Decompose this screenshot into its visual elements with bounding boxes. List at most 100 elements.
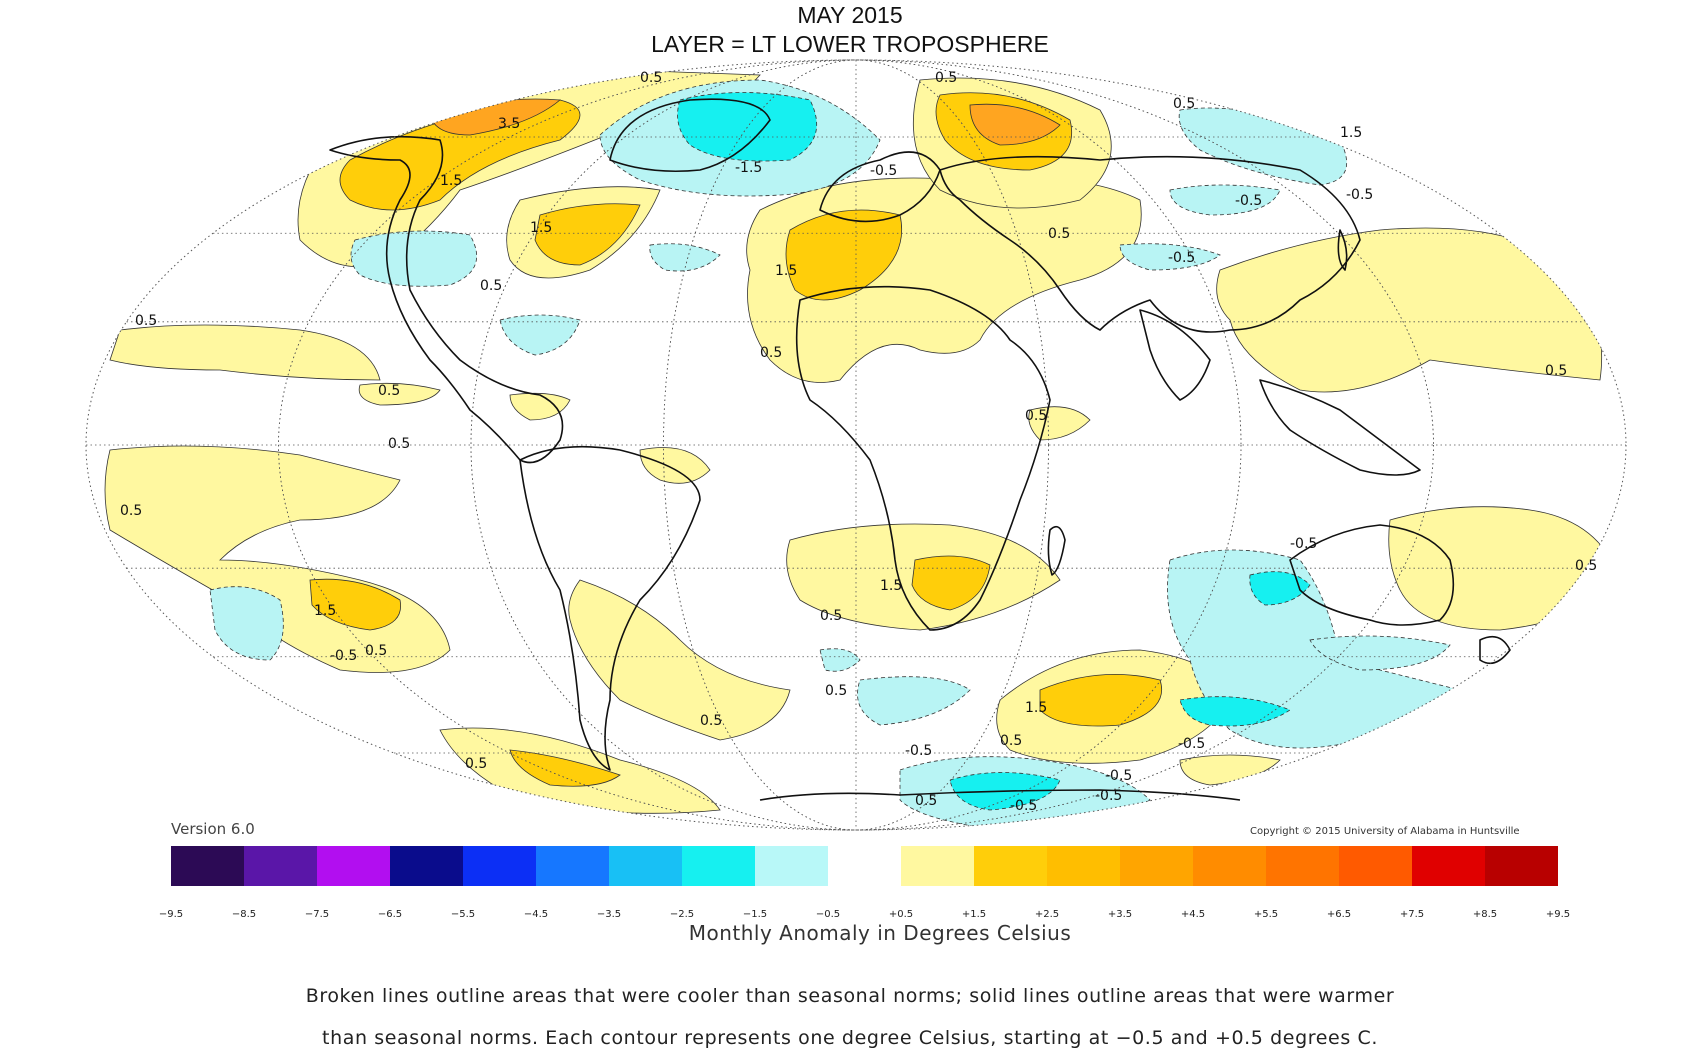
anomaly-map: 0.5 1.5 3.5 -0.5 -1.5 0.5 0.5 -0.5 -0.5 … (85, 59, 1627, 831)
contour-label: -0.5 (1346, 187, 1373, 203)
warm-core-south-africa (911, 555, 991, 611)
legend-tick-label: −5.5 (450, 909, 476, 920)
legend-tick-label: +9.5 (1545, 909, 1571, 920)
contour-label: 0.5 (365, 643, 387, 659)
legend-swatch (171, 846, 244, 886)
cool-region-asia-mid (1119, 243, 1221, 271)
legend-swatch (609, 846, 682, 886)
warm-region-pacific-north (109, 324, 381, 381)
coastlines (329, 98, 1511, 801)
contour-label: -0.5 (1178, 736, 1205, 752)
contour-label: 0.5 (120, 503, 142, 519)
contour-label: 0.5 (935, 70, 957, 86)
coast-greenland (609, 98, 771, 173)
warm-region-brazil (639, 447, 711, 484)
contour-label: 0.5 (378, 383, 400, 399)
legend-tick-label: +6.5 (1326, 909, 1352, 920)
legend-tick-label: −1.5 (742, 909, 768, 920)
contour-label: 1.5 (530, 220, 552, 236)
legend-tick-label: +3.5 (1107, 909, 1133, 920)
legend-swatch (974, 846, 1047, 886)
coast-asia (939, 155, 1361, 333)
coast-africa (795, 285, 1051, 631)
legend-tick-label: −6.5 (377, 909, 403, 920)
contour-label: 0.5 (1575, 558, 1597, 574)
coast-southeast-asia (1259, 379, 1421, 476)
version-label: Version 6.0 (171, 820, 255, 838)
legend-tick-label: −8.5 (231, 909, 257, 920)
legend-swatch (1266, 846, 1339, 886)
warm-region-south-america (568, 579, 791, 741)
contour-label: 1.5 (1025, 700, 1047, 716)
contour-label: -1.5 (735, 160, 762, 176)
legend-swatch (536, 846, 609, 886)
legend-swatch (1485, 846, 1558, 886)
legend-swatch (244, 846, 317, 886)
contour-label: 1.5 (314, 603, 336, 619)
legend-tick-label: −0.5 (815, 909, 841, 920)
contour-label: -0.5 (1168, 250, 1195, 266)
warm-core-south-pacific (509, 749, 621, 787)
legend-tick-label: +8.5 (1472, 909, 1498, 920)
cool-region-pacific-north (350, 230, 478, 287)
cool-core-australia-west (1249, 571, 1311, 606)
contour-label: 0.5 (1048, 226, 1070, 242)
legend-swatch (317, 846, 390, 886)
cool-region-siberia-east (1178, 107, 1348, 186)
warm-core-pacific (309, 578, 402, 631)
warm-region-central-america (509, 392, 571, 421)
legend-swatch (1339, 846, 1412, 886)
contour-label: -0.5 (1010, 798, 1037, 814)
legend-swatch (1412, 846, 1485, 886)
legend-swatch (901, 846, 974, 886)
cool-region-south-pacific-2 (1309, 635, 1451, 671)
graticule (86, 59, 1626, 831)
legend-tick-label: −4.5 (523, 909, 549, 920)
contour-label: -0.5 (1105, 768, 1132, 784)
warm-core-indian (1039, 674, 1162, 727)
legend-swatch (755, 846, 828, 886)
cool-core-greenland (677, 92, 818, 162)
contour-label: 1.5 (880, 578, 902, 594)
cool-region-south-atlantic-2 (857, 676, 971, 726)
legend-swatch (463, 846, 536, 886)
caption-line-1: Broken lines outline areas that were coo… (305, 985, 1395, 1007)
legend-swatch (828, 846, 901, 886)
warm-region-east-africa (1028, 406, 1091, 441)
contour-label: -0.5 (1095, 788, 1122, 804)
contour-label: 0.5 (820, 608, 842, 624)
contour-label: 3.5 (498, 116, 520, 132)
legend-tick-label: +1.5 (961, 909, 987, 920)
warm-region-hawaii (358, 382, 441, 406)
legend-tick-label: −7.5 (304, 909, 330, 920)
contour-label: 0.5 (135, 313, 157, 329)
contour-label: 0.5 (1025, 408, 1047, 424)
contour-label: 0.5 (1000, 733, 1022, 749)
map-subtitle: LAYER = LT LOWER TROPOSPHERE (651, 31, 1049, 57)
cool-region-pacific-south (209, 586, 284, 661)
contour-label: 0.5 (1173, 96, 1195, 112)
contour-label: 0.5 (1545, 363, 1567, 379)
contour-label: -0.5 (1290, 536, 1317, 552)
legend-tick-label: +7.5 (1399, 909, 1425, 920)
cool-region-caribbean (499, 314, 581, 356)
meridian-line (278, 59, 1434, 831)
coast-north-america (329, 135, 564, 464)
contour-label: 0.5 (388, 436, 410, 452)
coast-australia (1289, 524, 1455, 626)
legend-swatch (1193, 846, 1266, 886)
map-title: MAY 2015 (797, 2, 903, 28)
warm-region-antarctic-east (1179, 754, 1281, 786)
legend-tick-label: +5.5 (1253, 909, 1279, 920)
contour-label: 0.5 (825, 683, 847, 699)
contour-label: -0.5 (870, 163, 897, 179)
warm-peak-siberia (969, 103, 1061, 146)
contour-labels: 0.5 1.5 3.5 -0.5 -1.5 0.5 0.5 -0.5 -0.5 … (120, 70, 1597, 814)
legend-swatch (1120, 846, 1193, 886)
legend-tick-label: +0.5 (888, 909, 914, 920)
legend-swatch (1047, 846, 1120, 886)
contour-label: 0.5 (700, 713, 722, 729)
warm-core-sahara (785, 209, 902, 301)
contour-label: 0.5 (640, 70, 662, 86)
contour-label: 1.5 (1340, 125, 1362, 141)
